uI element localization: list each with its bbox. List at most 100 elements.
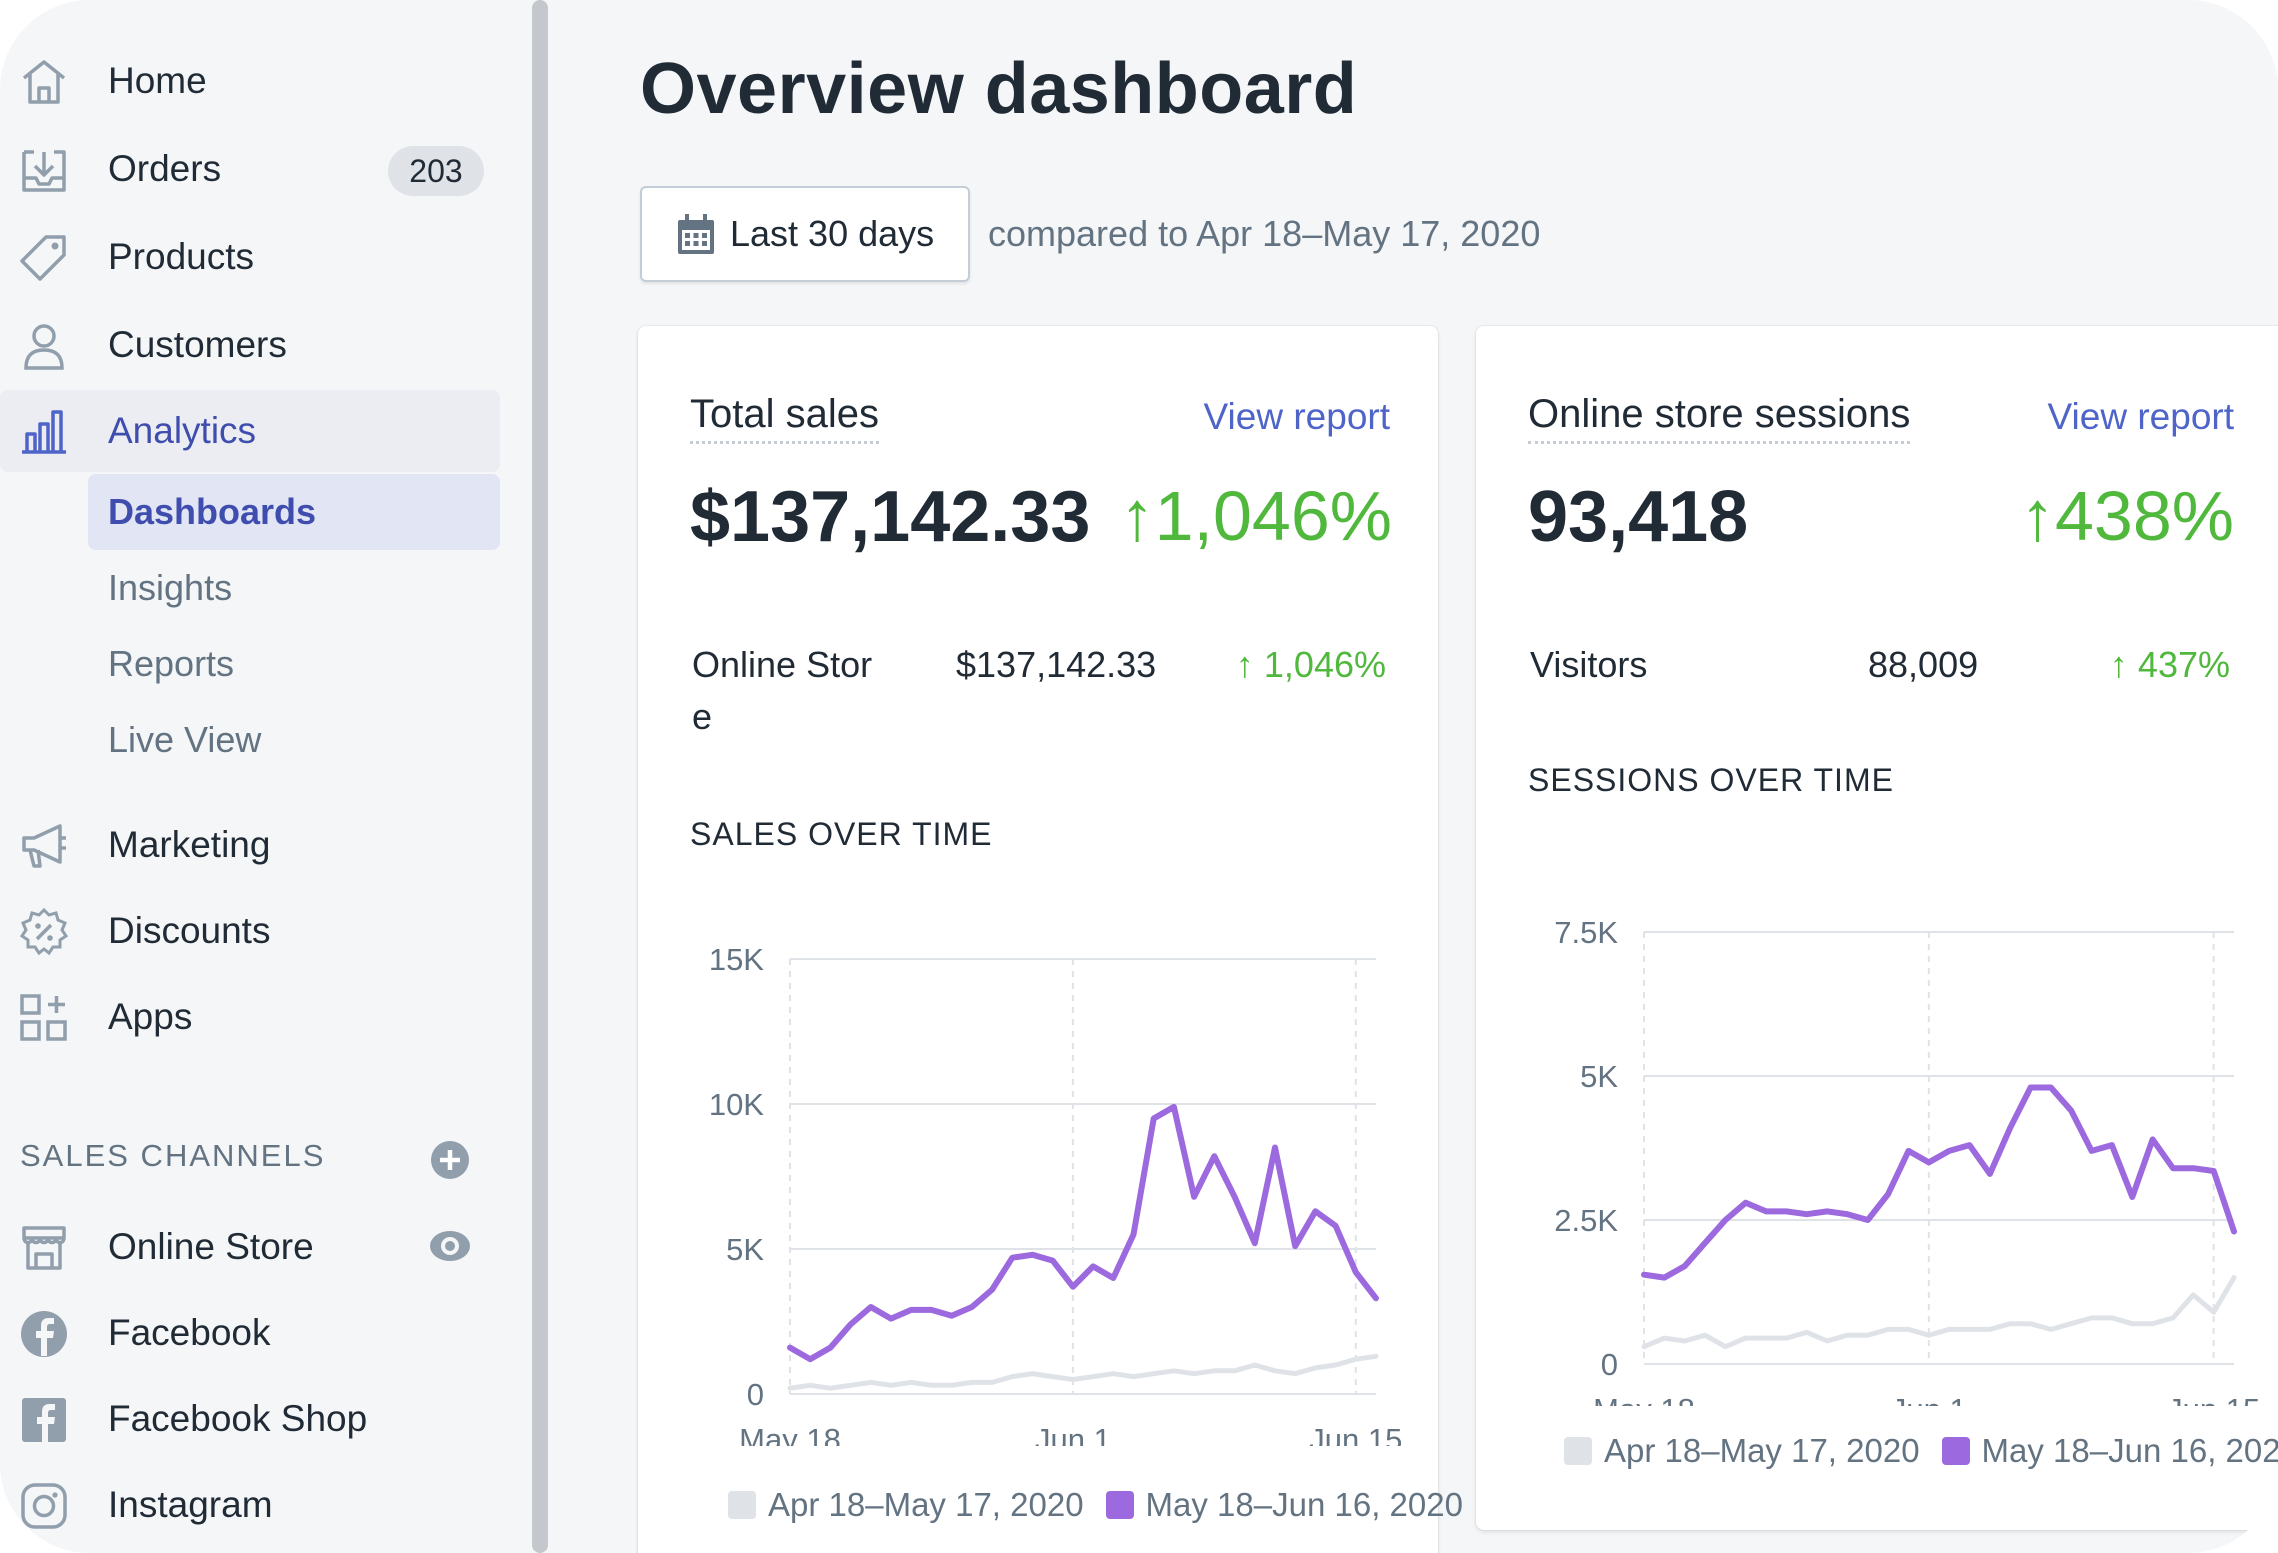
legend-label-previous: Apr 18–May 17, 2020 (768, 1486, 1084, 1523)
y-tick-label: 7.5K (1554, 915, 1618, 950)
y-tick-label: 0 (1601, 1347, 1618, 1382)
view-report-link[interactable]: View report (2047, 396, 2234, 437)
chart-title: SALES OVER TIME (690, 816, 993, 852)
date-range-button[interactable]: Last 30 days (640, 186, 970, 282)
discount-icon (19, 907, 69, 956)
chart-title: SESSIONS OVER TIME (1528, 762, 1894, 798)
sub-item-reports[interactable]: Reports (108, 643, 235, 684)
nav-label: Facebook Shop (108, 1398, 368, 1439)
series-line-current (787, 1103, 1379, 1363)
nav-item-apps[interactable]: Apps (0, 976, 500, 1058)
main-content: Overview dashboard Last 30 days compared… (560, 0, 2278, 1553)
total-sales-change: ↑1,046% (1119, 477, 1392, 555)
y-tick-label: 15K (709, 942, 764, 977)
online-store-sessions-card: Online store sessions View report 93,418… (1476, 326, 2278, 1530)
comparison-text: compared to Apr 18–May 17, 2020 (988, 213, 1541, 254)
channel-instagram[interactable]: Instagram (0, 1464, 500, 1546)
sessions-change: ↑438% (2019, 477, 2234, 555)
y-tick-label: 5K (726, 1232, 764, 1267)
legend-label-current: May 18–Jun 16, 2020 (1145, 1486, 1463, 1523)
orders-count-badge: 203 (388, 146, 484, 196)
channel-facebook-shop[interactable]: Facebook Shop (0, 1378, 500, 1460)
home-icon (22, 60, 66, 104)
nav-label: Apps (108, 996, 193, 1037)
x-tick-label: Jun 1 (1035, 1422, 1111, 1446)
nav-label: Discounts (108, 910, 271, 951)
y-tick-label: 0 (747, 1377, 764, 1412)
nav-label: Home (108, 60, 207, 101)
nav-label: Analytics (108, 410, 257, 451)
nav-item-orders[interactable]: Orders 203 (0, 128, 500, 210)
x-tick-label: Jun 15 (2167, 1392, 2260, 1406)
sub-item-live-view[interactable]: Live View (108, 719, 262, 760)
x-tick-label: May 18 (1593, 1392, 1695, 1406)
nav-label: Marketing (108, 824, 271, 865)
x-tick-label: Jun 15 (1309, 1422, 1402, 1446)
channel-facebook[interactable]: Facebook (0, 1292, 500, 1374)
nav-label: Instagram (108, 1484, 273, 1525)
chart-legend: Apr 18–May 17, 2020 May 18–Jun 16, 2020 (1558, 1432, 2278, 1470)
legend-swatch-current (1105, 1491, 1134, 1519)
view-store-eye-icon[interactable] (428, 1228, 472, 1264)
nav-item-products[interactable]: Products (0, 216, 500, 298)
legend-swatch-current (1941, 1437, 1970, 1465)
row-value: 88,009 (1868, 644, 1979, 685)
store-icon (22, 1226, 66, 1270)
megaphone-icon (22, 824, 66, 868)
card-title[interactable]: Online store sessions (1528, 392, 1911, 444)
legend-swatch-previous (728, 1491, 756, 1519)
nav-item-customers[interactable]: Customers (0, 304, 500, 386)
legend-swatch-previous (1564, 1437, 1592, 1465)
sessions-over-time-chart: 0 2.5K 5K 7.5K May 18 Jun 1 Jun 15 (1554, 915, 2260, 1406)
facebook-square-icon (22, 1398, 66, 1442)
orders-icon (22, 150, 66, 192)
page-title: Overview dashboard (640, 49, 1358, 129)
y-tick-label: 5K (1580, 1059, 1618, 1094)
series-line-current (1641, 1084, 2237, 1281)
row-change: ↑ 437% (2109, 644, 2230, 685)
nav-label: Online Store (108, 1226, 314, 1267)
add-sales-channel-icon[interactable] (430, 1140, 470, 1180)
sub-item-insights[interactable]: Insights (108, 567, 233, 608)
nav-label: Products (108, 236, 255, 277)
sidebar: Home Orders 203 Products Customers Analy… (0, 0, 512, 1553)
channel-online-store[interactable]: Online Store (0, 1206, 500, 1288)
card-title[interactable]: Total sales (690, 392, 879, 444)
nav-item-discounts[interactable]: Discounts (0, 890, 500, 972)
bar-chart-icon (22, 410, 66, 454)
legend-label-current: May 18–Jun 16, 2020 (1981, 1432, 2278, 1469)
nav-item-marketing[interactable]: Marketing (0, 804, 500, 886)
person-icon (24, 324, 64, 370)
chart-legend: Apr 18–May 17, 2020 May 18–Jun 16, 2020 (722, 1486, 1463, 1524)
sidebar-scrollbar[interactable] (532, 0, 548, 1553)
row-label: Online Stor e (692, 644, 872, 738)
series-line-previous (1641, 1275, 2237, 1350)
y-tick-label: 2.5K (1554, 1203, 1618, 1238)
nav-label: Customers (108, 324, 287, 365)
legend-label-previous: Apr 18–May 17, 2020 (1604, 1432, 1920, 1469)
row-label-line-1: Online Stor (692, 644, 873, 685)
sales-over-time-chart: 0 5K 10K 15K May 18 Jun 1 Jun 15 (709, 942, 1403, 1446)
sessions-value: 93,418 (1528, 477, 1749, 557)
nav-label: Facebook (108, 1312, 271, 1353)
nav-item-home[interactable]: Home (0, 40, 500, 122)
apps-icon (20, 994, 67, 1041)
row-label: Visitors (1530, 644, 1648, 685)
calendar-icon (678, 214, 714, 254)
instagram-icon (21, 1483, 67, 1529)
sub-item-dashboards[interactable]: Dashboards (88, 474, 500, 550)
tag-icon (20, 235, 66, 281)
total-sales-value: $137,142.33 (690, 477, 1091, 557)
x-tick-label: Jun 1 (1891, 1392, 1967, 1406)
sales-channels-heading: SALES CHANNELS (20, 1138, 326, 1173)
x-tick-label: May 18 (739, 1422, 841, 1446)
nav-item-analytics[interactable]: Analytics (0, 390, 500, 472)
row-change: ↑ 1,046% (1235, 644, 1386, 685)
facebook-icon (21, 1311, 67, 1357)
series-line-previous (787, 1353, 1379, 1391)
row-value: $137,142.33 (956, 644, 1157, 685)
nav-label: Orders (108, 148, 222, 189)
row-label-line-2: e (692, 696, 713, 737)
view-report-link[interactable]: View report (1203, 396, 1390, 437)
